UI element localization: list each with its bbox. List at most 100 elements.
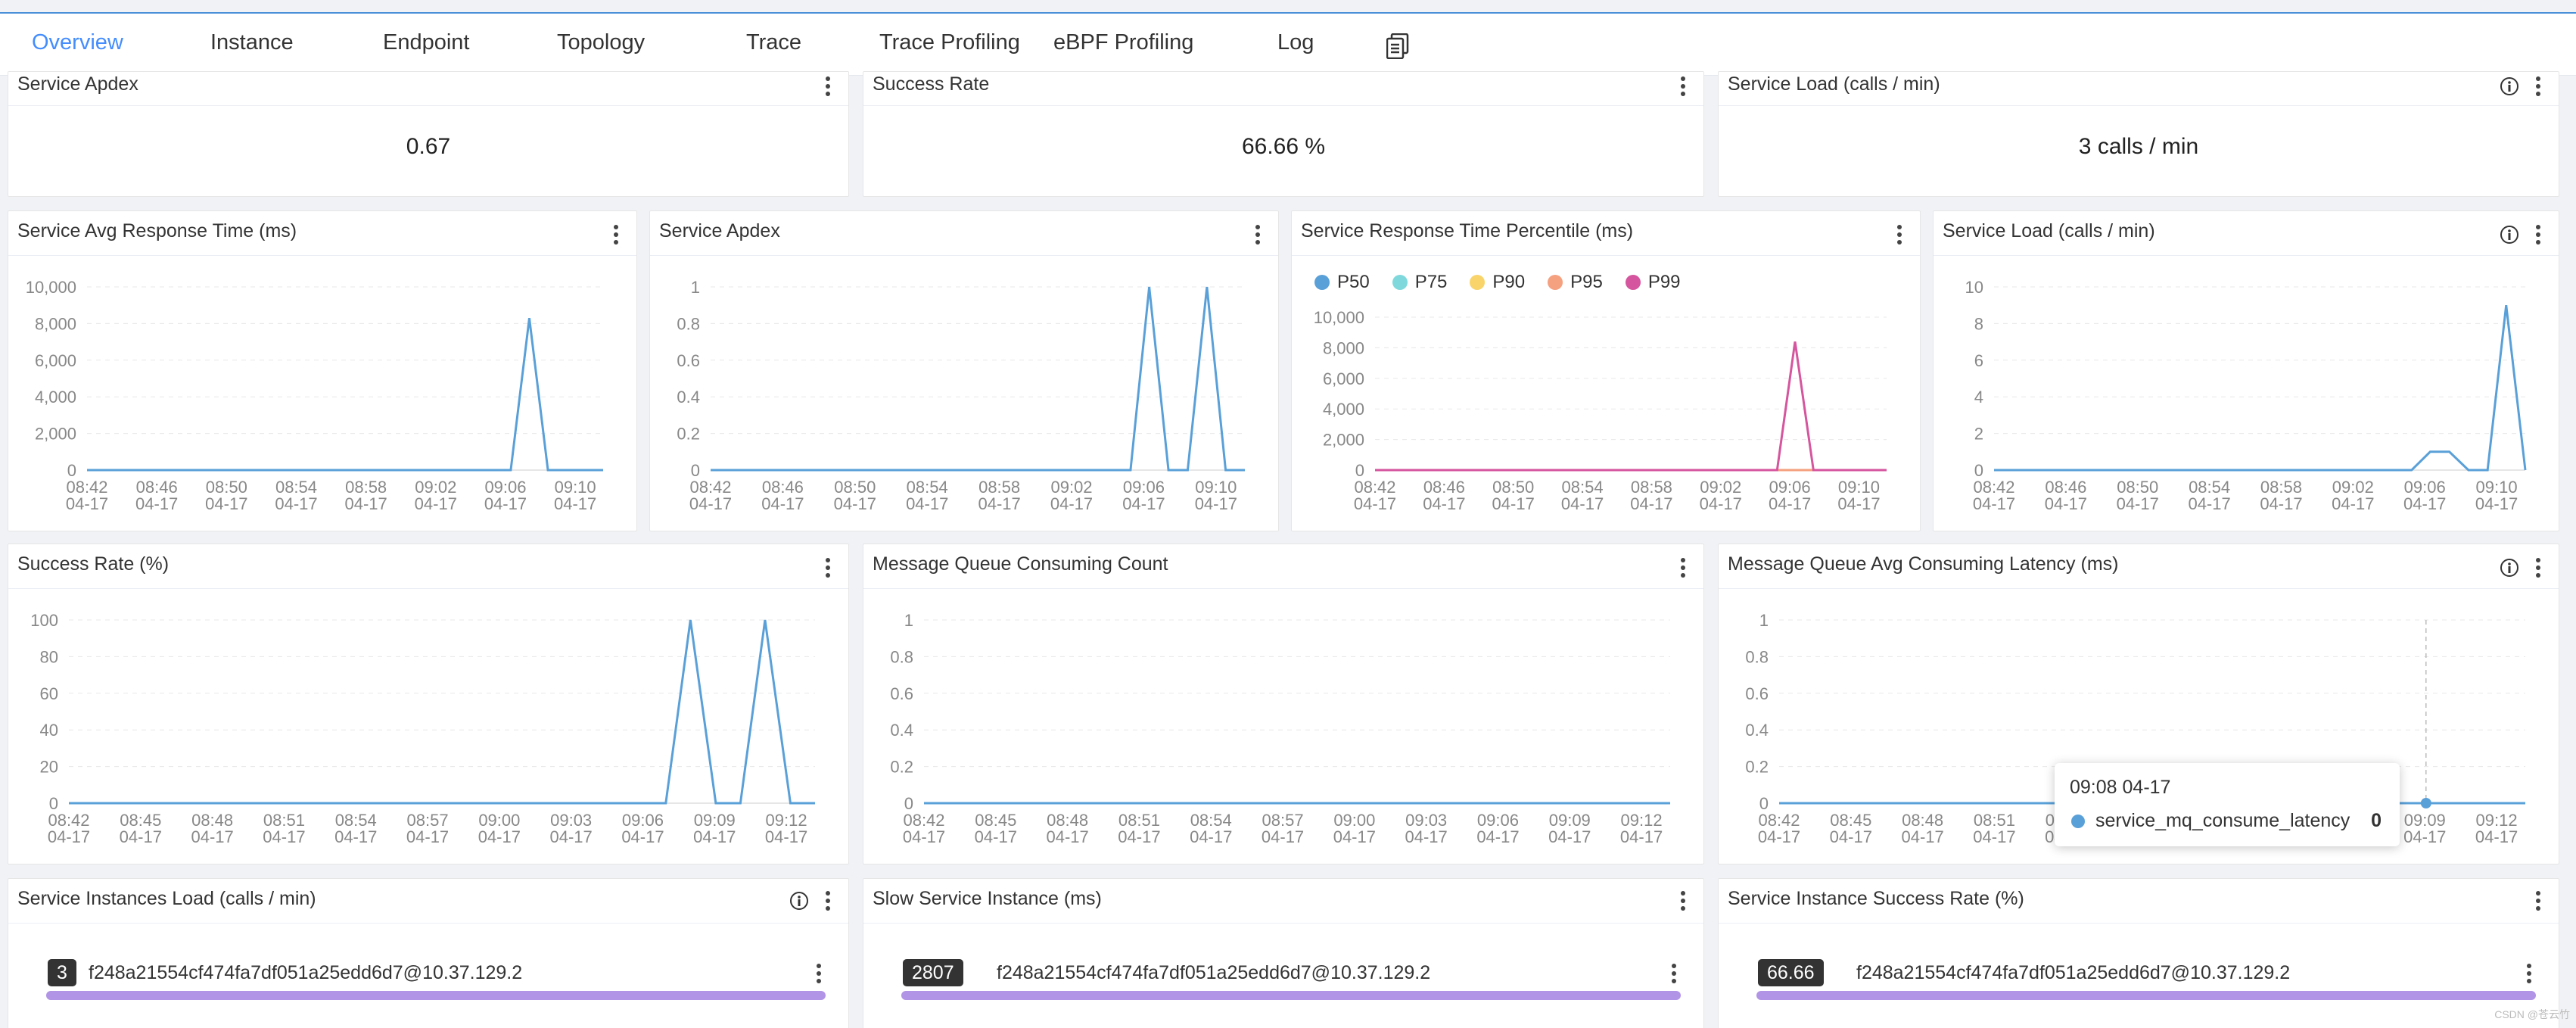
tab-overview[interactable]: Overview [32,30,123,55]
tab-trace-profiling[interactable]: Trace Profiling [879,30,1020,55]
more-menu-icon[interactable] [824,889,832,912]
more-menu-icon[interactable] [2534,556,2542,579]
y-tick-label: 0 [49,794,58,813]
copy-icon[interactable] [1386,33,1409,59]
more-menu-icon[interactable] [815,962,823,985]
x-tick-label: 08:51 [263,811,305,830]
x-tick-label: 04-17 [1190,827,1232,846]
more-menu-icon[interactable] [1896,223,1903,246]
panel-slow-service-instance: Slow Service Instance (ms) 2807 f248a215… [863,878,1704,1028]
y-tick-label: 40 [40,721,58,740]
x-tick-label: 04-17 [1476,827,1519,846]
more-menu-icon[interactable] [2534,75,2542,98]
tooltip-value: 0 [2371,810,2382,831]
line-chart[interactable]: 024681008:4204-1708:4604-1708:5004-1708:… [1934,260,2559,531]
tab-ebpf-profiling[interactable]: eBPF Profiling [1053,30,1194,55]
x-tick-label: 08:48 [191,811,233,830]
tab-instance[interactable]: Instance [210,30,294,55]
tooltip-series-name: service_mq_consume_latency [2095,810,2350,831]
legend-item-p50[interactable]: P50 [1314,272,1370,293]
x-tick-label: 04-17 [263,827,305,846]
legend-item-p99[interactable]: P99 [1625,272,1681,293]
list-item[interactable]: 3 f248a21554cf474fa7df051a25edd6d7@10.37… [39,959,826,1000]
info-icon[interactable] [2500,76,2519,96]
card-value: 3 calls / min [2078,134,2199,159]
instance-value-badge: 66.66 [1758,959,1824,986]
list-item[interactable]: 66.66 f248a21554cf474fa7df051a25edd6d7@1… [1749,959,2536,1000]
chart-tooltip: 09:08 04-17 service_mq_consume_latency 0 [2055,763,2400,846]
info-icon[interactable] [789,891,809,911]
x-tick-label: 08:58 [978,478,1020,497]
line-chart[interactable]: 02,0004,0006,0008,00010,00008:4204-1708:… [1292,260,1921,531]
x-tick-label: 08:50 [206,478,247,497]
y-tick-label: 4,000 [1323,400,1364,419]
y-tick-label: 0.8 [1745,647,1769,666]
more-menu-icon[interactable] [824,556,832,579]
line-chart[interactable]: 00.20.40.60.8108:4204-1708:4604-1708:500… [650,260,1279,531]
chart-legend: P50 P75 P90 P95 P99 [1314,272,1681,293]
y-tick-label: 1 [904,611,913,630]
more-menu-icon[interactable] [1679,889,1687,912]
instance-name[interactable]: f248a21554cf474fa7df051a25edd6d7@10.37.1… [1856,962,2291,983]
instance-name[interactable]: f248a21554cf474fa7df051a25edd6d7@10.37.1… [997,962,1431,983]
more-menu-icon[interactable] [1679,556,1687,579]
panel-title: Success Rate [873,73,990,95]
panel-response-time-percentile: Service Response Time Percentile (ms) P5… [1291,210,1921,531]
more-menu-icon[interactable] [1254,223,1262,246]
panel-title: Service Instance Success Rate (%) [1728,888,2024,909]
y-tick-label: 100 [30,611,58,630]
x-tick-label: 04-17 [1973,827,2015,846]
line-chart[interactable]: 02,0004,0006,0008,00010,00008:4204-1708:… [8,260,637,531]
card-service-apdex: Service Apdex 0.67 [8,71,849,197]
series-line [1994,305,2527,472]
x-tick-label: 04-17 [761,494,804,513]
y-tick-label: 0.6 [677,351,700,370]
more-menu-icon[interactable] [1679,75,1687,98]
x-tick-label: 04-17 [415,494,457,513]
card-value: 0.67 [406,134,451,159]
legend-item-p75[interactable]: P75 [1392,272,1447,293]
info-icon[interactable] [2500,558,2519,578]
x-tick-label: 08:42 [1758,811,1800,830]
more-menu-icon[interactable] [612,223,620,246]
tab-endpoint[interactable]: Endpoint [383,30,470,55]
panel-title: Message Queue Avg Consuming Latency (ms) [1728,553,2119,575]
x-tick-label: 08:51 [1118,811,1160,830]
more-menu-icon[interactable] [824,75,832,98]
info-icon[interactable] [2500,225,2519,245]
x-tick-label: 08:50 [2117,478,2158,497]
list-item[interactable]: 2807 f248a21554cf474fa7df051a25edd6d7@10… [894,959,1681,1000]
x-tick-label: 09:02 [1050,478,1092,497]
panel-title: Message Queue Consuming Count [873,553,1168,575]
line-chart[interactable]: 02040608010008:4204-1708:4504-1708:4804-… [8,593,849,864]
more-menu-icon[interactable] [2525,962,2533,985]
more-menu-icon[interactable] [2534,889,2542,912]
y-tick-label: 0.2 [890,758,913,777]
x-tick-label: 04-17 [1046,827,1088,846]
y-tick-label: 0.2 [1745,758,1769,777]
tab-topology[interactable]: Topology [557,30,646,55]
card-value: 66.66 % [1241,134,1326,159]
x-tick-label: 09:02 [2332,478,2374,497]
instance-name[interactable]: f248a21554cf474fa7df051a25edd6d7@10.37.1… [89,962,523,983]
panel-service-apdex-chart: Service Apdex 0 0.2 0.4 0.6 0.8 1 08:42 04-17 08… [649,210,1279,531]
x-tick-label: 09:06 [484,478,526,497]
x-tick-label: 09:00 [478,811,520,830]
y-tick-label: 0.6 [1745,684,1769,703]
x-tick-label: 04-17 [1118,827,1160,846]
x-tick-label: 04-17 [1548,827,1591,846]
legend-item-p95[interactable]: P95 [1548,272,1603,293]
panel-title: Service Load (calls / min) [1728,73,1940,95]
y-tick-label: 20 [40,758,58,777]
x-tick-label: 09:12 [766,811,807,830]
x-tick-label: 08:42 [1354,478,1395,497]
more-menu-icon[interactable] [2534,223,2542,246]
x-tick-label: 04-17 [1769,494,1811,513]
more-menu-icon[interactable] [1670,962,1678,985]
x-tick-label: 04-17 [621,827,664,846]
legend-item-p90[interactable]: P90 [1470,272,1525,293]
y-tick-label: 0.4 [1745,721,1769,740]
tab-log[interactable]: Log [1277,30,1314,55]
line-chart[interactable]: 00.20.40.60.8108:4204-1708:4504-1708:480… [863,593,1704,864]
tab-trace[interactable]: Trace [746,30,802,55]
